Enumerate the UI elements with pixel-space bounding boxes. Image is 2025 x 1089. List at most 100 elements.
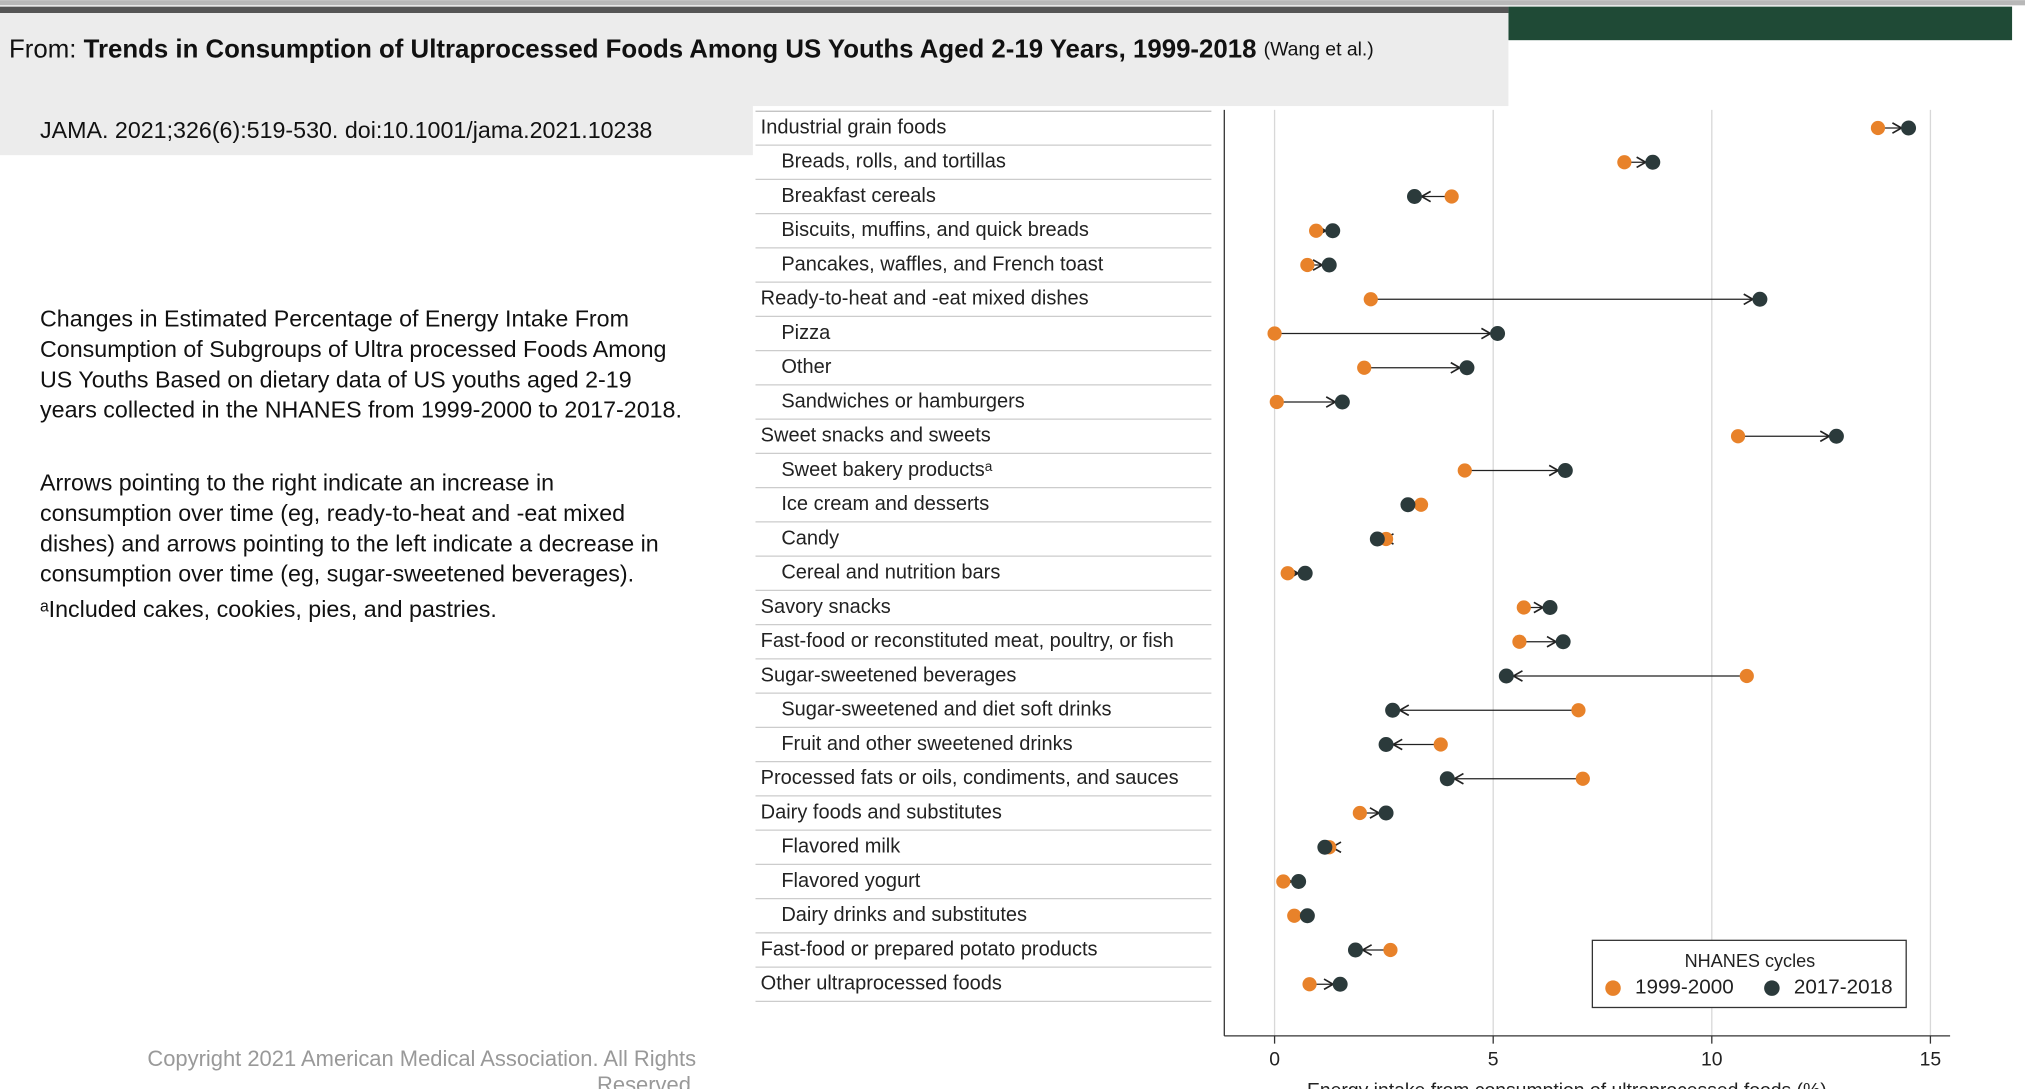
header-prefix: From: [9,35,76,63]
dot-1999 [1433,737,1448,752]
header: From: Trends in Consumption of Ultraproc… [9,35,1374,63]
dot-2017 [1369,531,1385,547]
dot-2017 [1498,668,1514,684]
dot-2017 [1347,942,1363,958]
dot-2017 [1378,737,1394,752]
legend-label: 1999-2000 [1635,976,1734,999]
legend-label: 2017-2018 [1794,976,1893,999]
legend-swatch [1764,980,1780,996]
header-authors: (Wang et al.) [1264,39,1374,61]
dot-1999 [1444,189,1459,204]
category-label: Other [781,356,831,378]
brand-bar [1508,6,2013,41]
category-label: Cereal and nutrition bars [781,562,1000,584]
description-line: consumption over time (eg, ready-to-heat… [40,500,625,526]
category-label: Candy [781,527,839,549]
dot-1999 [1739,668,1754,684]
dot-1999 [1352,805,1367,821]
dot-2017 [1317,839,1333,855]
legend-title: NHANES cycles [1685,951,1816,971]
dot-2017 [1321,257,1337,273]
category-label: Pancakes, waffles, and French toast [781,253,1103,275]
category-label: Flavored milk [781,836,901,858]
dot-2017 [1385,702,1401,718]
description-line: Changes in Estimated Percentage of Energ… [40,306,629,332]
dot-1999 [1870,120,1886,136]
dot-2017 [1645,154,1661,170]
header-box [0,13,1509,107]
dot-2017 [1555,634,1571,650]
dot-1999 [1267,326,1282,341]
dot-1999 [1363,292,1378,307]
x-tick-label: 0 [1269,1049,1280,1071]
dot-1999 [1357,360,1372,375]
dot-1999 [1457,463,1472,478]
copyright: Reserved [597,1072,691,1089]
dot-2017 [1901,120,1917,136]
dot-2017 [1490,326,1506,341]
dot-2017 [1407,189,1422,204]
description-line: Consumption of Subgroups of Ultra proces… [40,336,666,362]
category-label: Sugar-sweetened beverages [761,664,1017,686]
dot-1999 [1287,908,1302,923]
x-axis-label: Energy intake from consumption of ultrap… [1307,1080,1827,1089]
dot-1999 [1280,566,1295,581]
dot-1999 [1617,155,1632,170]
category-label: Dairy drinks and substitutes [781,904,1027,926]
description-line: years collected in the NHANES from 1999-… [40,397,682,423]
category-label: Ready-to-heat and -eat mixed dishes [761,288,1089,310]
category-label: Other ultraprocessed foods [761,973,1002,995]
dot-1999 [1383,942,1398,958]
category-label: Fast-food or prepared potato products [761,938,1098,960]
category-label: Sweet snacks and sweets [761,425,991,447]
category-label: Sugar-sweetened and diet soft drinks [781,699,1111,721]
category-label: Industrial grain foods [761,116,947,138]
dot-2017 [1378,805,1394,821]
category-label: Breads, rolls, and tortillas [781,151,1006,173]
category-label: Processed fats or oils, condiments, and … [761,767,1179,789]
dot-2017 [1557,463,1573,478]
dot-2017 [1297,565,1313,581]
top-bar [0,6,1509,14]
x-tick-label: 15 [1920,1049,1942,1071]
category-label: Fast-food or reconstituted meat, poultry… [761,630,1174,652]
category-label: Ice cream and desserts [781,493,989,515]
category-label: Pizza [781,322,831,344]
citation: JAMA. 2021;326(6):519-530. doi:10.1001/j… [40,117,652,143]
category-label: Biscuits, muffins, and quick breads [781,219,1089,241]
dot-1999 [1512,634,1527,649]
x-tick-label: 5 [1488,1049,1499,1071]
dot-2017 [1542,600,1558,615]
copyright: Copyright 2021 American Medical Associat… [147,1046,696,1071]
x-tick-label: 10 [1701,1049,1723,1071]
dot-2017 [1459,360,1475,376]
dot-1999 [1516,600,1531,615]
dot-1999 [1309,223,1324,238]
dot-2017 [1439,771,1455,787]
dot-1999 [1575,771,1590,786]
dot-2017 [1334,394,1350,410]
category-label: Sandwiches or hamburgers [781,390,1024,412]
header-title: Trends in Consumption of Ultraprocessed … [84,35,1257,63]
footnote: ᵃIncluded cakes, cookies, pies, and past… [40,596,497,622]
top-edge [0,0,2025,6]
category-label: Fruit and other sweetened drinks [781,733,1072,755]
dot-1999 [1571,703,1586,718]
citation-box [0,106,753,156]
category-label: Sweet bakery productsᵃ [781,459,992,481]
dot-1999 [1413,497,1429,512]
legend-swatch [1605,980,1621,996]
description-line: consumption over time (eg, sugar-sweeten… [40,561,634,587]
category-label: Breakfast cereals [781,185,936,207]
dot-1999 [1730,429,1746,444]
category-label: Savory snacks [761,596,891,618]
dot-1999 [1276,874,1291,889]
dot-2017 [1291,874,1307,889]
description-line: Arrows pointing to the right indicate an… [40,470,554,496]
category-label: Flavored yogurt [781,870,920,892]
dot-1999 [1302,977,1317,992]
dot-2017 [1332,976,1348,992]
